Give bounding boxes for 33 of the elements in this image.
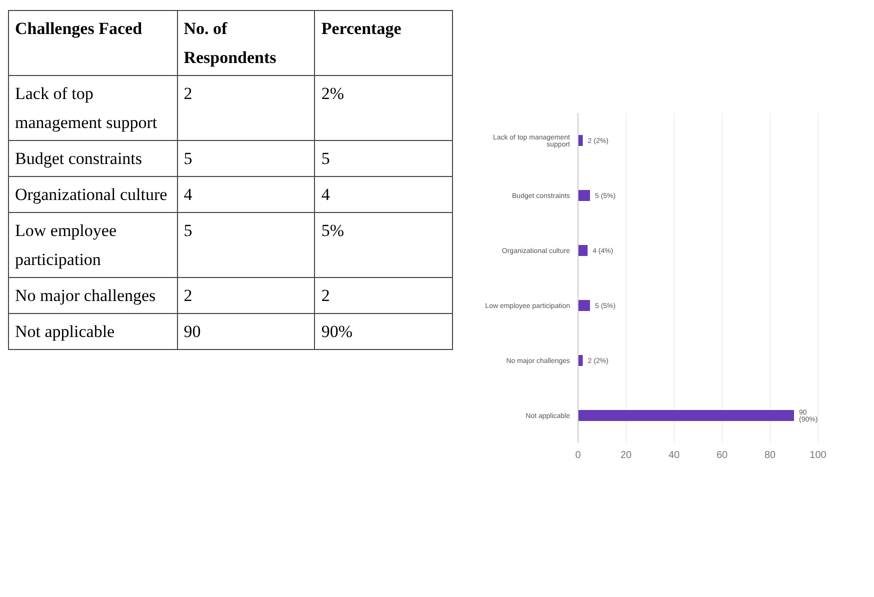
text: Percentage bbox=[314, 10, 452, 76]
data-label: 2 bbox=[314, 278, 452, 314]
category-label: Not applicable bbox=[8, 314, 178, 350]
category-label: Lack of top management support bbox=[8, 76, 178, 140]
data-label: 5% bbox=[314, 212, 452, 278]
data-label: 90 bbox=[177, 314, 315, 350]
bar bbox=[578, 355, 583, 366]
bar bbox=[578, 190, 590, 201]
bar bbox=[578, 245, 588, 256]
data-label: 2% bbox=[314, 76, 452, 140]
data-label: 90% bbox=[314, 314, 452, 350]
data-label: 5 bbox=[314, 140, 452, 176]
x-tick-label: 0 bbox=[575, 450, 582, 462]
bar bbox=[578, 300, 590, 311]
x-tick-label: 40 bbox=[668, 450, 680, 462]
text: No. of Respondents bbox=[177, 10, 315, 76]
data-label: 5 bbox=[177, 140, 315, 176]
x-tick-label: 20 bbox=[620, 450, 632, 462]
x-tick-label: 60 bbox=[716, 450, 728, 462]
data-label: 2 bbox=[177, 76, 315, 140]
data-label: 4 bbox=[177, 176, 315, 212]
data-label: 4 bbox=[314, 176, 452, 212]
x-tick-label: 100 bbox=[810, 450, 827, 462]
x-tick-label: 80 bbox=[764, 450, 776, 462]
category-label: Organizational culture bbox=[8, 176, 178, 212]
data-label: 5 bbox=[177, 212, 315, 278]
bar bbox=[578, 410, 794, 421]
bar bbox=[578, 135, 583, 146]
category-label: No major challenges bbox=[8, 278, 178, 314]
data-label: 2 bbox=[177, 278, 315, 314]
category-label: Low employee participation bbox=[8, 212, 178, 278]
text: Challenges Faced bbox=[8, 10, 178, 76]
category-label: Budget constraints bbox=[8, 140, 178, 176]
